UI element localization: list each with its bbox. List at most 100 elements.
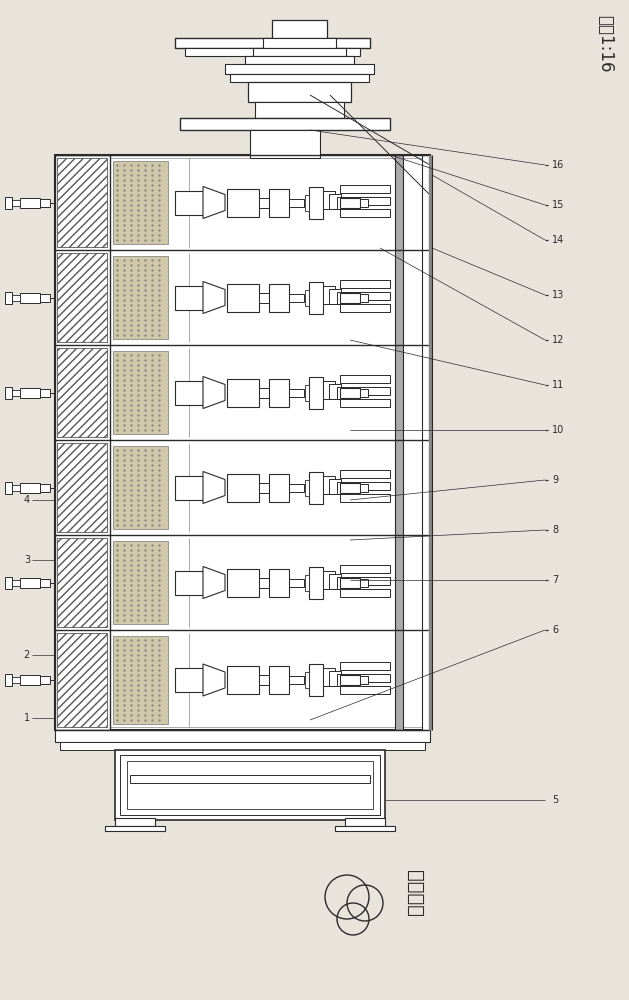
Bar — [289, 388, 304, 396]
Bar — [175, 286, 203, 310]
Bar — [329, 671, 341, 686]
Bar — [40, 676, 50, 684]
Bar — [245, 56, 354, 64]
Bar — [395, 155, 403, 730]
Bar — [360, 388, 368, 396]
Bar — [5, 674, 12, 686]
Bar — [57, 633, 107, 727]
Text: 比例1:16: 比例1:16 — [596, 15, 614, 73]
Bar — [227, 474, 259, 502]
Bar — [340, 674, 390, 682]
Bar — [360, 198, 368, 207]
Bar — [323, 286, 335, 304]
Bar — [360, 578, 368, 586]
Bar — [227, 568, 259, 596]
Bar — [305, 290, 309, 306]
Bar — [340, 662, 390, 670]
Bar — [185, 48, 360, 56]
Bar — [289, 484, 304, 491]
Bar — [329, 288, 341, 304]
Bar — [5, 386, 12, 398]
Bar — [263, 38, 336, 48]
Bar — [289, 198, 304, 207]
Bar — [113, 541, 168, 624]
Bar — [340, 588, 390, 596]
Bar — [337, 482, 349, 493]
Bar — [329, 479, 341, 493]
Bar — [130, 775, 370, 783]
Bar — [422, 155, 430, 730]
Bar — [289, 676, 304, 684]
Bar — [40, 388, 50, 396]
Bar — [305, 194, 309, 211]
Bar — [309, 472, 323, 504]
Bar — [337, 196, 349, 209]
Bar — [340, 374, 390, 382]
Bar — [20, 387, 40, 397]
Bar — [323, 476, 335, 493]
Bar — [259, 198, 269, 208]
Bar — [105, 826, 165, 831]
Bar — [305, 480, 309, 495]
Bar — [20, 292, 40, 302]
Bar — [360, 294, 368, 302]
Bar — [340, 279, 390, 288]
Bar — [113, 446, 168, 529]
Bar — [57, 443, 107, 532]
Bar — [329, 383, 341, 398]
Bar — [5, 482, 12, 493]
Text: 16: 16 — [552, 160, 564, 170]
Bar — [340, 470, 390, 478]
Bar — [360, 484, 368, 491]
Bar — [345, 818, 385, 826]
Bar — [340, 209, 390, 217]
Bar — [40, 198, 50, 207]
Bar — [250, 130, 320, 158]
Bar — [55, 155, 430, 730]
Bar — [323, 380, 335, 398]
Bar — [305, 384, 309, 400]
Bar — [269, 378, 289, 406]
Bar — [12, 485, 20, 490]
Bar — [40, 578, 50, 586]
Bar — [340, 196, 390, 205]
Bar — [259, 292, 269, 302]
Bar — [329, 574, 341, 588]
Bar — [55, 155, 110, 730]
Bar — [259, 578, 269, 587]
Bar — [20, 675, 40, 685]
Polygon shape — [203, 664, 225, 696]
Text: 2: 2 — [24, 650, 30, 660]
Bar — [340, 198, 360, 208]
Bar — [269, 568, 289, 596]
Bar — [57, 158, 107, 247]
Text: 4: 4 — [24, 495, 30, 505]
Text: 11: 11 — [552, 380, 564, 390]
Text: 曲轴角度: 曲轴角度 — [406, 870, 425, 917]
Bar — [175, 570, 203, 594]
Polygon shape — [203, 472, 225, 504]
Bar — [175, 476, 203, 499]
Bar — [113, 636, 168, 724]
Text: 1: 1 — [24, 713, 30, 723]
Bar — [269, 474, 289, 502]
Bar — [175, 380, 203, 404]
Polygon shape — [203, 186, 225, 219]
Bar — [20, 578, 40, 587]
Bar — [340, 482, 390, 489]
Bar — [337, 576, 349, 588]
Bar — [175, 190, 203, 215]
Bar — [12, 677, 20, 683]
Bar — [12, 200, 20, 206]
Text: 15: 15 — [552, 200, 564, 210]
Bar — [20, 483, 40, 492]
Bar — [340, 578, 360, 587]
Text: 9: 9 — [552, 475, 558, 485]
Polygon shape — [203, 566, 225, 598]
Bar — [340, 686, 390, 694]
Bar — [12, 389, 20, 395]
Bar — [360, 676, 368, 684]
Bar — [305, 672, 309, 688]
Bar — [227, 188, 259, 217]
Text: 12: 12 — [552, 335, 564, 345]
